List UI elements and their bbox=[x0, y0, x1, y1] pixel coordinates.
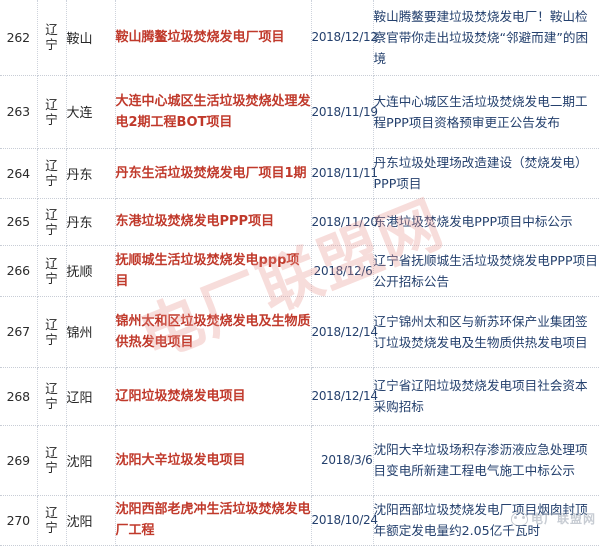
province-char-top: 辽 bbox=[45, 445, 58, 460]
province-cell: 辽 宁 bbox=[37, 197, 67, 246]
news-title-cell: 鞍山腾鳌要建垃圾焚烧发电厂！鞍山检察官带你走出垃圾焚烧“邻避而建”的困境 bbox=[373, 0, 600, 76]
city-cell: 沈阳 bbox=[66, 494, 116, 546]
province-char-top: 辽 bbox=[45, 316, 58, 332]
province-char-top: 辽 bbox=[45, 158, 58, 173]
city-cell: 鞍山 bbox=[66, 0, 116, 76]
project-name-cell: 沈阳大辛垃圾发电项目 bbox=[115, 424, 312, 496]
table-row[interactable]: 270 辽 宁 沈阳 沈阳西部老虎冲生活垃圾焚烧发电厂工程 2018/10/24… bbox=[0, 494, 600, 546]
table-row[interactable]: 264 辽 宁 丹东 丹东生活垃圾焚烧发电厂项目1期 2018/11/11 丹东… bbox=[0, 147, 600, 199]
project-name-cell: 锦州太和区垃圾焚烧发电及生物质供热发电项目 bbox=[115, 295, 312, 368]
project-name-cell: 鞍山腾鳌垃圾焚烧发电厂项目 bbox=[115, 0, 312, 76]
province-cell: 辽 宁 bbox=[37, 0, 67, 76]
province-char-bottom: 宁 bbox=[45, 270, 58, 286]
city-cell: 丹东 bbox=[66, 147, 116, 199]
row-index-cell: 270 bbox=[0, 494, 38, 546]
project-name-cell: 丹东生活垃圾焚烧发电厂项目1期 bbox=[115, 147, 312, 199]
row-index-cell: 263 bbox=[0, 74, 38, 149]
date-cell: 2018/11/11 bbox=[311, 147, 378, 199]
province-char-bottom: 宁 bbox=[45, 221, 58, 237]
project-name-cell: 沈阳西部老虎冲生活垃圾焚烧发电厂工程 bbox=[115, 494, 312, 546]
row-index-cell: 269 bbox=[0, 424, 38, 496]
row-index-cell: 262 bbox=[0, 0, 38, 76]
date-cell: 2018/11/19 bbox=[311, 74, 378, 149]
province-char-top: 辽 bbox=[45, 22, 58, 38]
province-char-bottom: 宁 bbox=[45, 37, 58, 53]
province-cell: 辽 宁 bbox=[37, 74, 67, 149]
province-char-bottom: 宁 bbox=[45, 396, 58, 411]
province-char-top: 辽 bbox=[45, 505, 58, 520]
project-name-cell: 东港垃圾焚烧发电PPP项目 bbox=[115, 197, 312, 246]
table-row[interactable]: 262 辽 宁 鞍山 鞍山腾鳌垃圾焚烧发电厂项目 2018/12/12 鞍山腾鳌… bbox=[0, 0, 600, 76]
news-title-cell: 沈阳西部垃圾焚烧发电厂项目烟囱封顶年额定发电量约2.05亿千瓦时 bbox=[373, 494, 600, 546]
province-char-bottom: 宁 bbox=[45, 331, 58, 347]
province-cell: 辽 宁 bbox=[37, 494, 67, 546]
row-index-cell: 268 bbox=[0, 366, 38, 426]
date-cell: 2018/11/20 bbox=[311, 197, 378, 246]
project-name-cell: 大连中心城区生活垃圾焚烧处理发电2期工程BOT项目 bbox=[115, 74, 312, 149]
row-index-cell: 267 bbox=[0, 295, 38, 368]
table-row[interactable]: 267 辽 宁 锦州 锦州太和区垃圾焚烧发电及生物质供热发电项目 2018/12… bbox=[0, 295, 600, 368]
date-cell: 2018/12/14 bbox=[311, 366, 378, 426]
province-cell: 辽 宁 bbox=[37, 147, 67, 199]
province-char-top: 辽 bbox=[45, 96, 58, 112]
table-row[interactable]: 269 辽 宁 沈阳 沈阳大辛垃圾发电项目 2018/3/6 沈阳大辛垃圾场积存… bbox=[0, 424, 600, 496]
province-char-bottom: 宁 bbox=[45, 111, 58, 127]
city-cell: 丹东 bbox=[66, 197, 116, 246]
city-cell: 大连 bbox=[66, 74, 116, 149]
row-index-cell: 266 bbox=[0, 244, 38, 297]
date-cell: 2018/12/6 bbox=[311, 244, 374, 297]
province-char-top: 辽 bbox=[45, 206, 58, 222]
news-title-cell: 辽宁锦州太和区与新苏环保产业集团签订垃圾焚烧发电及生物质供热发电项目 bbox=[373, 295, 600, 368]
news-title-cell: 辽宁省辽阳垃圾焚烧发电项目社会资本采购招标 bbox=[373, 366, 600, 426]
province-char-top: 辽 bbox=[45, 255, 58, 271]
province-cell: 辽 宁 bbox=[37, 295, 67, 368]
news-title-cell: 辽宁省抚顺城生活垃圾焚烧发电PPP项目公开招标公告 bbox=[373, 244, 600, 297]
date-cell: 2018/12/14 bbox=[311, 295, 378, 368]
table-row[interactable]: 265 辽 宁 丹东 东港垃圾焚烧发电PPP项目 2018/11/20 东港垃圾… bbox=[0, 197, 600, 246]
date-cell: 2018/12/12 bbox=[311, 0, 378, 76]
province-cell: 辽 宁 bbox=[37, 244, 67, 297]
table-row[interactable]: 268 辽 宁 辽阳 辽阳垃圾焚烧发电项目 2018/12/14 辽宁省辽阳垃圾… bbox=[0, 366, 600, 426]
project-name-cell: 辽阳垃圾焚烧发电项目 bbox=[115, 366, 312, 426]
project-name-cell: 抚顺城生活垃圾焚烧发电ppp项目 bbox=[115, 244, 312, 297]
table-row[interactable]: 266 辽 宁 抚顺 抚顺城生活垃圾焚烧发电ppp项目 2018/12/6 辽宁… bbox=[0, 244, 600, 297]
date-cell: 2018/10/24 bbox=[311, 494, 378, 546]
city-cell: 锦州 bbox=[66, 295, 116, 368]
news-title-cell: 丹东垃圾处理场改造建设（焚烧发电）PPP项目 bbox=[373, 147, 600, 199]
city-cell: 辽阳 bbox=[66, 366, 116, 426]
province-cell: 辽 宁 bbox=[37, 366, 67, 426]
city-cell: 沈阳 bbox=[66, 424, 116, 496]
news-title-cell: 大连中心城区生活垃圾焚烧发电二期工程PPP项目资格预审更正公告发布 bbox=[373, 74, 600, 149]
row-index-cell: 265 bbox=[0, 197, 38, 246]
province-char-top: 辽 bbox=[45, 381, 58, 396]
province-char-bottom: 宁 bbox=[45, 173, 58, 188]
date-cell: 2018/3/6 bbox=[311, 424, 374, 496]
province-char-bottom: 宁 bbox=[45, 520, 58, 535]
row-index-cell: 264 bbox=[0, 147, 38, 199]
city-cell: 抚顺 bbox=[66, 244, 116, 297]
news-title-cell: 东港垃圾焚烧发电PPP项目中标公示 bbox=[373, 197, 600, 246]
table-row[interactable]: 263 辽 宁 大连 大连中心城区生活垃圾焚烧处理发电2期工程BOT项目 201… bbox=[0, 74, 600, 149]
province-cell: 辽 宁 bbox=[37, 424, 67, 496]
province-char-bottom: 宁 bbox=[45, 460, 58, 475]
news-title-cell: 沈阳大辛垃圾场积存渗沥液应急处理项目变电所新建工程电气施工中标公示 bbox=[373, 424, 600, 496]
